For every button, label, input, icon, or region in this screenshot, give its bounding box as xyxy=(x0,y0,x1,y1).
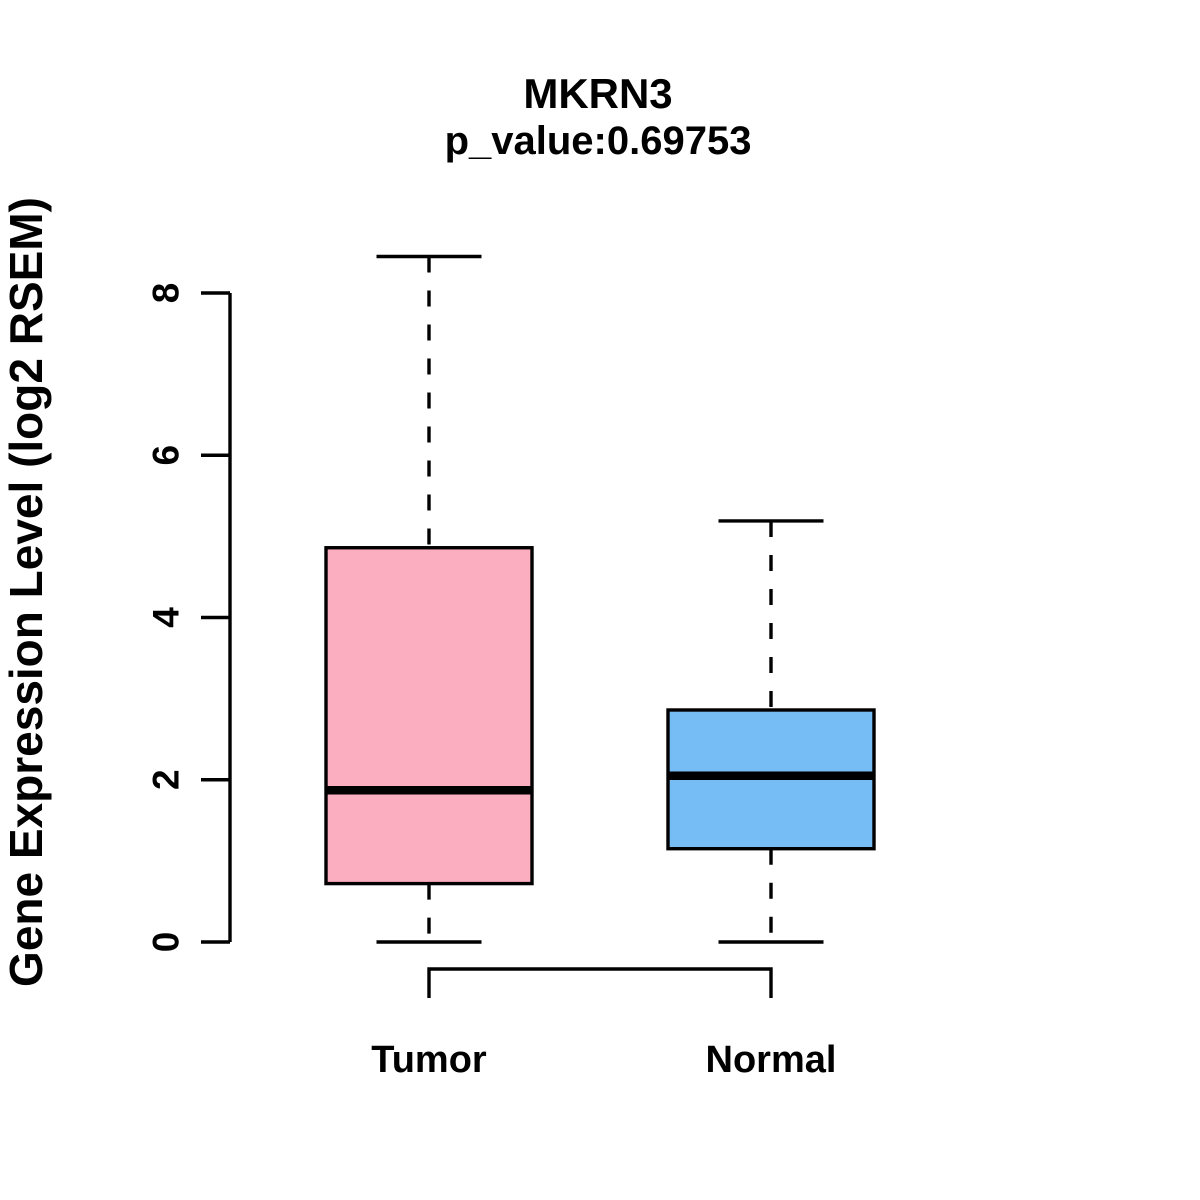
y-tick-label: 8 xyxy=(146,283,187,304)
y-tick-label: 0 xyxy=(146,932,187,953)
y-axis-title: Gene Expression Level (log2 RSEM) xyxy=(0,197,52,987)
x-axis-group-label: Normal xyxy=(706,1039,837,1081)
iqr-box xyxy=(324,546,534,886)
y-tick-label: 2 xyxy=(146,769,187,790)
y-tick-label: 4 xyxy=(146,607,187,628)
plot-area: 0 2 4 6 8 Tumor Normal xyxy=(146,254,876,1081)
boxplot-group-tumor xyxy=(324,254,534,944)
chart-subtitle-pvalue: p_value:0.69753 xyxy=(445,119,752,163)
y-tick-label: 6 xyxy=(146,445,187,466)
x-axis-group-label: Tumor xyxy=(371,1039,487,1081)
comparison-bracket xyxy=(427,967,773,998)
chart-title: MKRN3 xyxy=(523,70,672,117)
boxplot-group-normal xyxy=(666,519,876,944)
